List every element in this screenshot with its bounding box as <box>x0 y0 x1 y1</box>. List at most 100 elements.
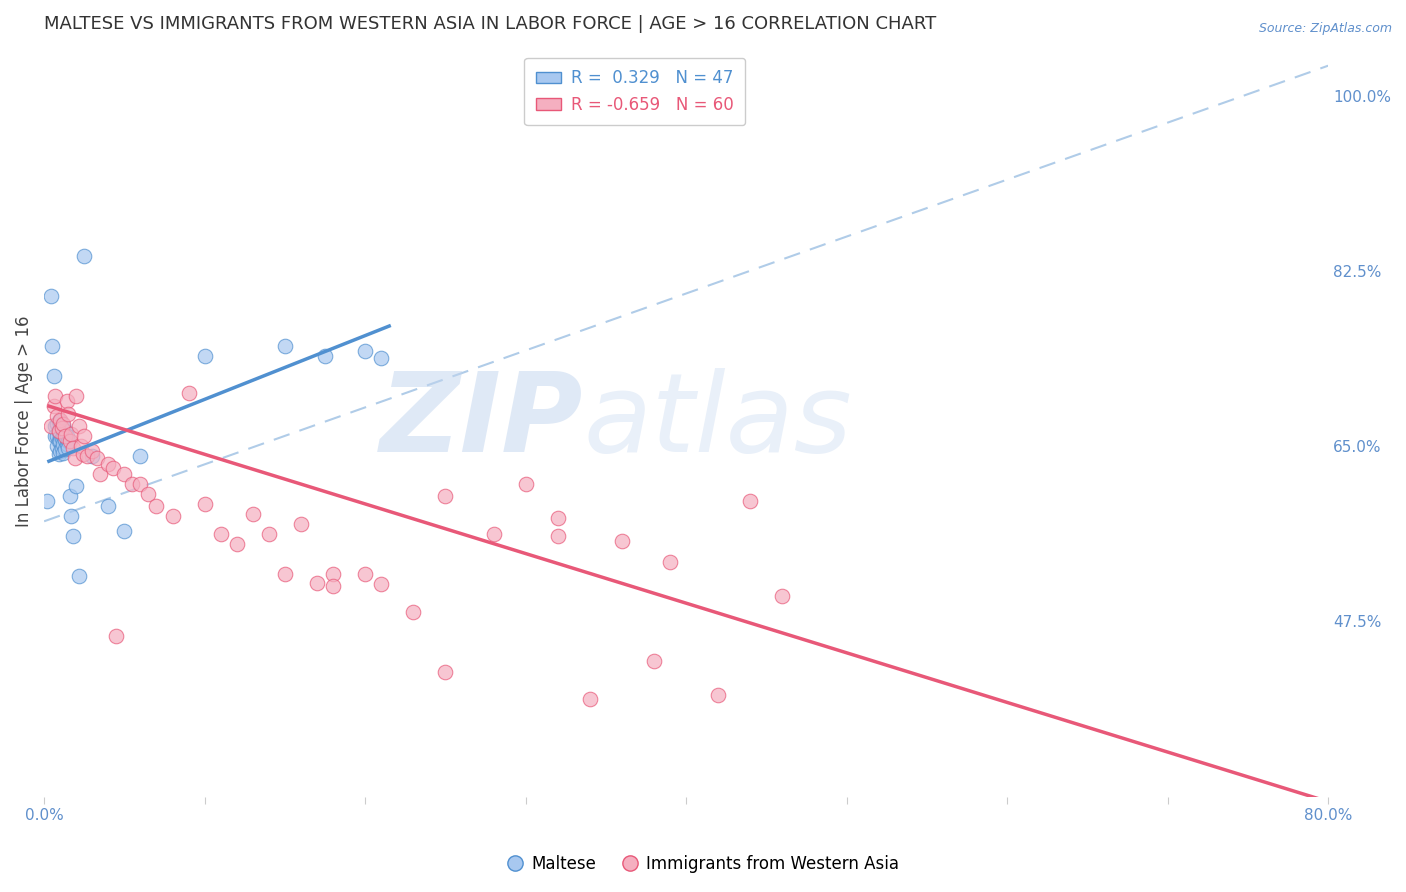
Point <box>402 606 425 620</box>
Point <box>112 524 135 539</box>
Point <box>53 429 76 443</box>
Point <box>52 437 75 451</box>
Point <box>46 409 69 424</box>
Point <box>101 461 124 475</box>
Point <box>579 691 602 706</box>
Point <box>67 419 90 434</box>
Point <box>62 441 84 455</box>
Text: MALTESE VS IMMIGRANTS FROM WESTERN ASIA IN LABOR FORCE | AGE > 16 CORRELATION CH: MALTESE VS IMMIGRANTS FROM WESTERN ASIA … <box>44 15 936 33</box>
Point <box>51 421 73 435</box>
Point <box>67 569 90 583</box>
Point <box>42 399 65 413</box>
Point <box>41 339 63 353</box>
Point <box>62 529 84 543</box>
Point <box>740 494 762 508</box>
Point <box>225 537 247 551</box>
Point <box>370 577 392 591</box>
Point <box>274 339 297 353</box>
Point <box>56 441 79 455</box>
Point <box>53 433 76 447</box>
Point <box>434 489 457 503</box>
Point <box>46 417 69 432</box>
Point <box>48 424 70 438</box>
Point <box>76 449 98 463</box>
Point <box>51 421 73 435</box>
Point <box>370 351 392 365</box>
Point <box>97 457 120 471</box>
Point <box>59 489 82 503</box>
Point <box>53 442 76 457</box>
Point <box>48 424 70 438</box>
Point <box>482 527 505 541</box>
Point <box>70 439 93 453</box>
Point <box>97 500 120 514</box>
Point <box>82 449 104 463</box>
Point <box>162 509 184 524</box>
Point <box>48 414 70 428</box>
Point <box>55 429 77 443</box>
Point <box>53 424 76 438</box>
Point <box>129 477 152 491</box>
Point <box>112 467 135 482</box>
Point <box>322 567 344 582</box>
Point <box>257 527 280 541</box>
Point <box>49 414 72 428</box>
Point <box>63 451 86 466</box>
Point <box>42 369 65 384</box>
Point <box>209 527 232 541</box>
Point <box>55 437 77 451</box>
Point <box>73 249 96 263</box>
Point <box>290 517 312 532</box>
Point <box>49 444 72 458</box>
Point <box>65 389 87 403</box>
Point <box>49 434 72 449</box>
Point <box>138 487 160 501</box>
Point <box>314 349 336 363</box>
Point <box>51 431 73 445</box>
Point <box>55 394 77 409</box>
Point <box>547 529 569 543</box>
Point <box>121 477 143 491</box>
Point <box>39 289 62 303</box>
Point <box>105 630 128 644</box>
Point <box>65 479 87 493</box>
Point <box>659 555 682 569</box>
Point <box>37 494 59 508</box>
Point <box>86 451 108 466</box>
Point <box>145 500 167 514</box>
Point <box>194 349 217 363</box>
Point <box>515 477 537 491</box>
Point <box>89 467 111 482</box>
Point <box>242 508 264 522</box>
Point <box>44 429 66 443</box>
Point <box>44 389 66 403</box>
Point <box>770 590 793 604</box>
Point <box>434 665 457 679</box>
Point <box>52 417 75 432</box>
Point <box>48 434 70 449</box>
Legend: Maltese, Immigrants from Western Asia: Maltese, Immigrants from Western Asia <box>501 848 905 880</box>
Point <box>51 441 73 455</box>
Text: Source: ZipAtlas.com: Source: ZipAtlas.com <box>1258 22 1392 36</box>
Point <box>52 446 75 460</box>
Point <box>46 429 69 443</box>
Point <box>44 419 66 434</box>
Point <box>59 434 82 449</box>
Point <box>46 439 69 453</box>
Point <box>49 429 72 443</box>
Point <box>322 579 344 593</box>
Point <box>49 421 72 435</box>
Point <box>56 407 79 421</box>
Point <box>72 447 94 461</box>
Point <box>305 576 328 591</box>
Point <box>52 419 75 434</box>
Point <box>707 688 730 702</box>
Point <box>56 434 79 449</box>
Point <box>48 447 70 461</box>
Point <box>60 509 83 524</box>
Legend: R =  0.329   N = 47, R = -0.659   N = 60: R = 0.329 N = 47, R = -0.659 N = 60 <box>524 58 745 126</box>
Point <box>52 429 75 443</box>
Text: atlas: atlas <box>583 368 852 475</box>
Point <box>643 655 665 669</box>
Point <box>82 444 104 458</box>
